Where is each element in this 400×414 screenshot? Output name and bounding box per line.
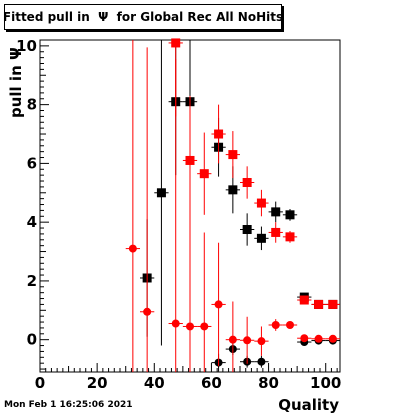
data-point-circle: [143, 307, 152, 316]
data-point-circle: [128, 244, 137, 253]
x-tick-label: 60: [201, 374, 222, 392]
y-tick-label: 2: [27, 272, 37, 290]
chart-title: Fitted pull in Ψ for Global Rec All NoHi…: [3, 4, 283, 30]
data-point-square: [285, 210, 295, 220]
data-point-square: [256, 233, 266, 243]
data-point-circle: [171, 319, 180, 328]
data-points: [125, 38, 340, 372]
data-point-square: [156, 188, 166, 198]
y-axis-label: pull in Ψ: [7, 47, 25, 118]
data-point-square: [256, 198, 266, 208]
data-point-square: [328, 299, 338, 309]
axis-ticks: 0 20 40 60 80 100 0 2 4 6 8 10: [16, 37, 341, 392]
data-point-circle: [243, 336, 252, 345]
timestamp: Mon Feb 1 16:25:06 2021: [4, 400, 133, 410]
data-point-circle: [200, 322, 209, 331]
y-tick-label: 10: [16, 37, 37, 55]
data-point-square: [228, 185, 238, 195]
x-tick-label: 80: [258, 374, 279, 392]
data-point-square: [242, 177, 252, 187]
data-point-square: [299, 295, 309, 305]
data-point-square: [271, 207, 281, 217]
data-point-circle: [257, 357, 266, 366]
x-tick-label: 100: [310, 374, 341, 392]
x-axis-label: Quality: [278, 396, 339, 414]
data-point-circle: [328, 334, 337, 343]
data-point-circle: [214, 300, 223, 309]
data-point-square: [285, 232, 295, 242]
y-tick-label: 4: [27, 213, 37, 231]
data-point-circle: [300, 334, 309, 343]
data-point-square: [314, 299, 324, 309]
y-tick-label: 8: [27, 96, 37, 114]
data-point-square: [214, 129, 224, 139]
data-point-square: [228, 150, 238, 160]
data-point-circle: [257, 337, 266, 346]
data-point-square: [185, 155, 195, 165]
data-point-circle: [228, 335, 237, 344]
data-point-circle: [314, 334, 323, 343]
data-point-circle: [186, 322, 194, 331]
data-point-square: [171, 38, 181, 48]
y-tick-label: 6: [27, 154, 37, 172]
x-tick-label: 20: [87, 374, 108, 392]
data-point-circle: [271, 320, 280, 329]
x-tick-label: 40: [144, 374, 165, 392]
data-point-square: [271, 227, 281, 237]
data-point-circle: [286, 320, 294, 329]
data-point-square: [242, 225, 252, 235]
data-point-square: [199, 169, 209, 179]
y-tick-label: 0: [27, 331, 37, 349]
x-tick-label: 0: [35, 374, 45, 392]
